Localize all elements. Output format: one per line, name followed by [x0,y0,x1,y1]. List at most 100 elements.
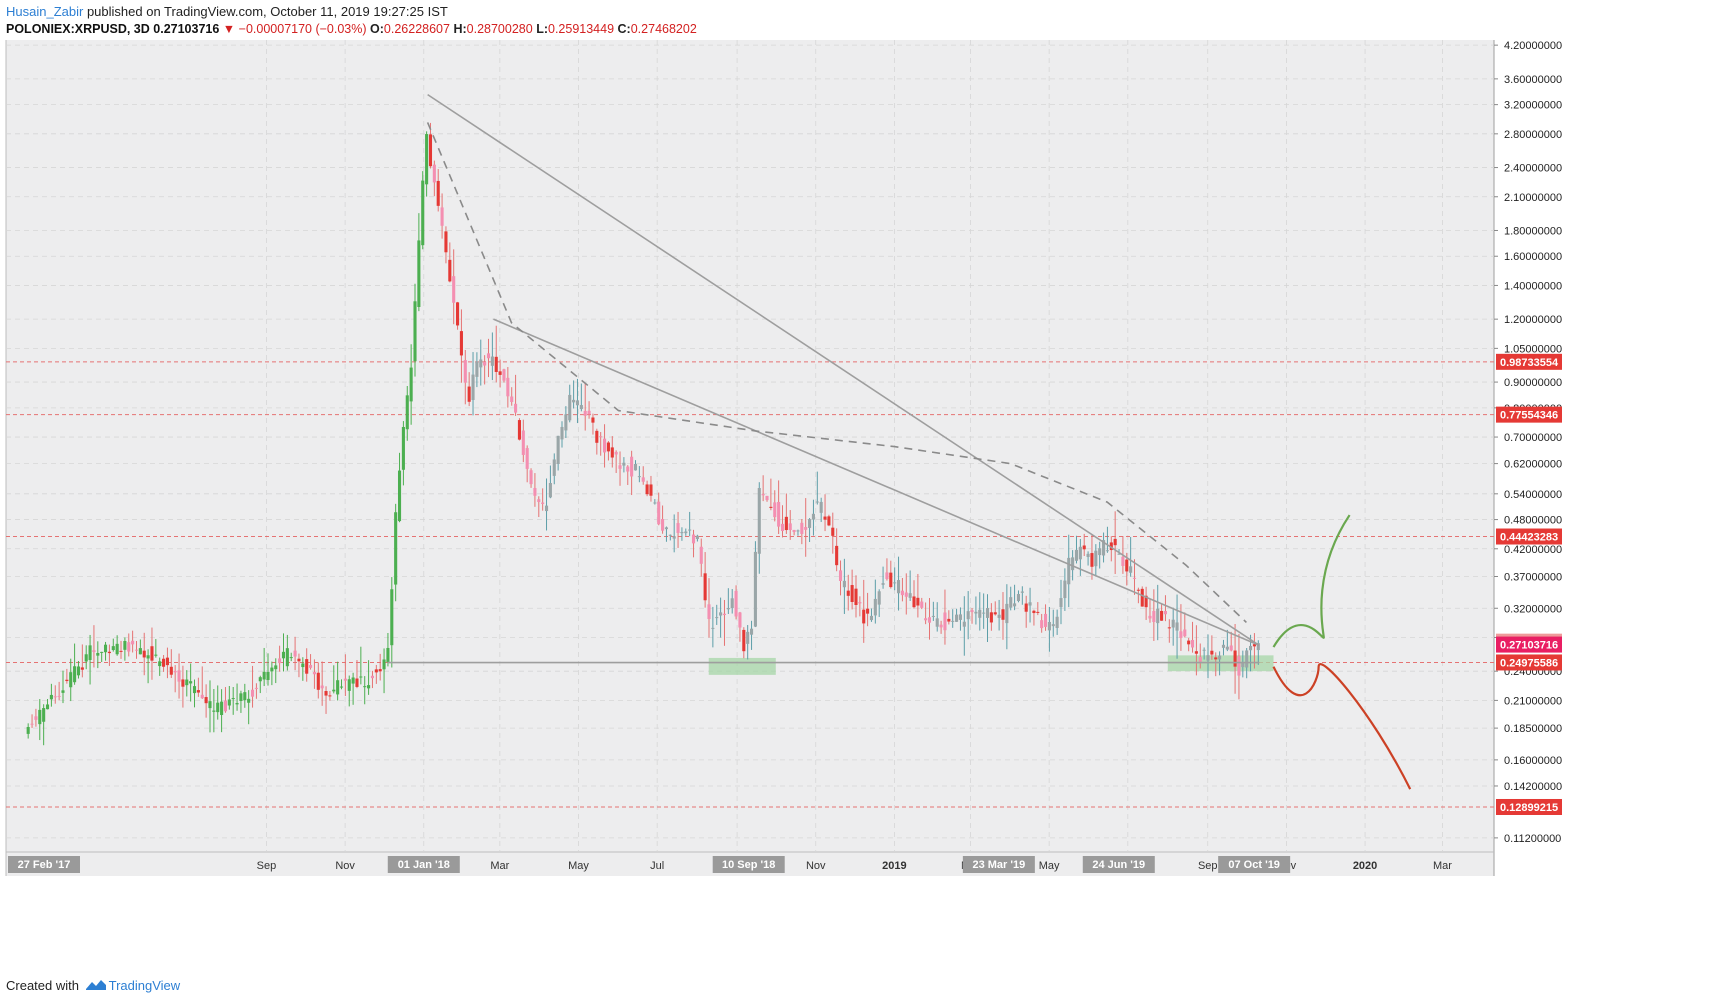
candle-body [548,482,552,498]
candle [266,653,270,686]
x-tick-label: 2020 [1353,860,1377,872]
candle-body [69,672,73,688]
candle-body [1233,650,1237,667]
candle [1013,584,1017,611]
author-link[interactable]: Husain_Zabir [6,4,84,19]
candle [185,670,189,697]
candle [715,604,719,625]
candle [173,665,177,693]
candle [301,657,305,681]
candle-body [1067,557,1071,585]
candle [622,457,626,473]
candle [599,432,603,456]
candle-body [1102,540,1106,556]
candle [1020,586,1024,605]
candle-body [1252,644,1256,647]
candle [835,528,839,572]
candle-body [1043,613,1048,627]
candle-body [591,417,595,423]
candle-body [1047,621,1051,631]
candle-body [359,676,363,678]
candle-body [421,180,425,246]
candle [641,466,645,485]
candle-body [76,666,81,676]
date-highlight-bg [1082,856,1155,873]
candle-body [1229,645,1233,651]
candle [742,627,746,659]
candle [486,338,491,378]
y-tick-label: 0.37000000 [1504,572,1562,584]
candle-body [881,583,885,585]
candle-body [351,677,355,684]
tradingview-link[interactable]: TradingView [108,978,181,993]
candle [274,658,278,684]
candle [456,301,460,330]
candle-body [231,698,235,700]
candle-body [1206,655,1210,661]
candle [146,649,150,684]
candle-body [42,708,46,722]
date-highlight-bg [712,856,785,873]
candle [92,625,96,668]
candle-body [850,585,854,602]
candle [974,596,978,625]
candle [1167,619,1171,643]
candle [769,478,773,511]
candle-body [479,359,483,368]
candle-body [1183,629,1187,637]
candle-body [227,699,231,706]
candle [869,608,874,622]
candle [1171,607,1175,646]
candle-body [456,302,460,326]
candle-body [293,650,297,657]
candle-body [746,631,750,644]
candle-body [715,617,719,619]
candle-body [53,696,57,698]
candle-body [645,484,649,495]
candle [970,608,974,624]
candle-body [815,501,819,503]
candle-body [1121,556,1125,566]
candle [1043,604,1048,631]
candle [695,534,699,542]
candle [498,359,502,388]
candle [131,630,135,653]
candle-body [498,371,502,375]
candle-body [1082,545,1086,550]
candle [688,511,692,537]
candle [1175,594,1179,659]
candle [877,589,881,617]
candle [1198,643,1202,669]
candle-body [158,661,162,667]
candle-body [846,590,850,596]
candle [162,655,166,672]
candle-body [1194,651,1198,654]
candle-body [425,134,429,185]
candle [467,372,471,407]
y-tick-label: 3.60000000 [1504,74,1562,86]
candle-body [220,701,224,716]
candle-body [405,395,409,430]
candle-body [61,690,65,693]
candle [65,668,69,684]
candle-body [370,675,375,679]
candle [989,603,993,631]
candle-body [1256,643,1260,651]
candle [1144,586,1148,620]
candle [544,478,549,531]
candle [119,640,123,659]
candle [1109,536,1113,562]
candle [235,683,239,711]
candle [1074,535,1079,564]
y-tick-label: 4.20000000 [1504,40,1562,52]
publish-line: Husain_Zabir published on TradingView.co… [6,4,448,19]
candle-body [243,692,247,701]
candle-body [73,666,77,683]
candle [1005,584,1009,650]
low-label: L: [536,22,548,36]
candle [792,529,796,536]
candle [1136,587,1140,604]
candle [804,498,808,557]
candle-body [1163,611,1168,615]
